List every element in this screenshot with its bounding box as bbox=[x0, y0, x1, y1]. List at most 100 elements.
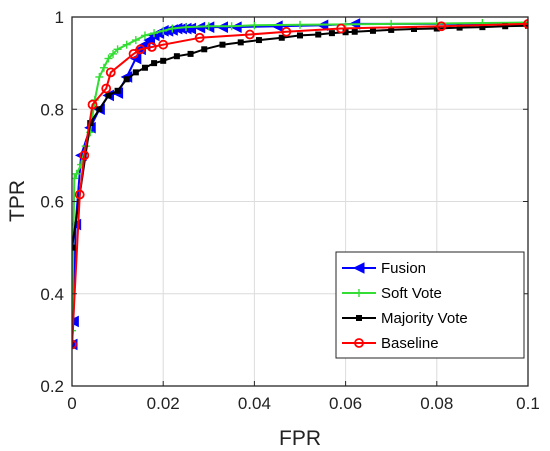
majority-vote-point bbox=[479, 24, 486, 31]
soft-vote-point bbox=[159, 26, 168, 35]
soft-vote-point bbox=[227, 22, 236, 31]
baseline-point bbox=[72, 339, 77, 350]
x-tick-label: 0.1 bbox=[516, 394, 540, 413]
y-tick-label: 0.6 bbox=[40, 193, 64, 212]
majority-vote-point bbox=[132, 69, 139, 76]
legend-label: Baseline bbox=[381, 335, 439, 352]
majority-vote-point bbox=[187, 50, 194, 57]
majority-vote-point bbox=[525, 22, 528, 29]
baseline-point bbox=[101, 83, 112, 94]
soft-vote-point bbox=[131, 36, 140, 45]
soft-vote-point bbox=[104, 54, 113, 63]
x-tick-label: 0.06 bbox=[329, 394, 362, 413]
majority-vote-point bbox=[351, 28, 358, 35]
soft-vote-point bbox=[95, 72, 104, 81]
y-tick-label: 0.8 bbox=[40, 100, 64, 119]
x-tick-label: 0.04 bbox=[238, 394, 271, 413]
majority-vote-point bbox=[369, 27, 376, 34]
baseline-point bbox=[135, 44, 146, 55]
soft-vote-point bbox=[168, 24, 177, 33]
series-baseline bbox=[72, 19, 528, 350]
majority-vote-point bbox=[173, 53, 180, 60]
y-tick-label: 0.4 bbox=[40, 285, 64, 304]
majority-vote-point bbox=[219, 41, 226, 48]
fusion-point bbox=[129, 52, 142, 65]
baseline-point bbox=[281, 26, 292, 37]
x-axis-label: FPR bbox=[279, 427, 321, 450]
soft-vote-point bbox=[99, 63, 108, 72]
soft-vote-point bbox=[296, 20, 304, 29]
baseline-point bbox=[523, 19, 528, 29]
majority-vote-point bbox=[114, 87, 121, 94]
soft-vote-point bbox=[122, 40, 131, 49]
majority-vote-point bbox=[456, 24, 463, 31]
majority-vote-point bbox=[278, 34, 285, 41]
y-tick-label: 0.2 bbox=[40, 377, 64, 396]
legend-item-baseline: Baseline bbox=[342, 335, 439, 352]
majority-vote-point bbox=[72, 244, 75, 251]
soft-vote-point bbox=[150, 29, 159, 38]
baseline-point bbox=[244, 29, 255, 40]
legend-marker bbox=[355, 289, 363, 297]
majority-vote-point bbox=[433, 25, 440, 32]
majority-vote-point bbox=[342, 29, 349, 36]
baseline-point bbox=[79, 150, 90, 161]
soft-vote-point bbox=[182, 23, 190, 32]
x-tick-label: 0.02 bbox=[147, 394, 180, 413]
legend-item-majority-vote: Majority Vote bbox=[342, 310, 468, 327]
majority-vote-point bbox=[96, 106, 103, 113]
legend-label: Soft Vote bbox=[381, 285, 442, 302]
majority-vote-point bbox=[411, 25, 417, 32]
fusion-point bbox=[230, 21, 242, 33]
majority-vote-point bbox=[141, 64, 148, 71]
soft-vote-point bbox=[524, 18, 528, 27]
soft-vote-point bbox=[140, 31, 149, 40]
majority-vote-point bbox=[502, 23, 509, 30]
soft-vote-point bbox=[109, 49, 118, 58]
legend-box bbox=[335, 251, 525, 359]
soft-vote-point bbox=[204, 22, 213, 31]
legend-marker bbox=[352, 262, 365, 274]
fusion-point bbox=[271, 20, 283, 33]
axis-ticks: 0 0.02 0.04 0.06 0.08 0.1 0.2 0.4 0.6 0.8 1 bbox=[40, 8, 539, 413]
legend-label: Majority Vote bbox=[381, 310, 468, 327]
majority-vote-point bbox=[328, 30, 335, 37]
legend-label: Fusion bbox=[381, 260, 426, 277]
x-tick-label: 0 bbox=[67, 394, 76, 413]
y-tick-label: 1 bbox=[55, 8, 64, 27]
majority-vote-point bbox=[388, 26, 395, 33]
majority-vote-point bbox=[123, 76, 130, 83]
baseline-point bbox=[87, 99, 98, 110]
legend-item-fusion: Fusion bbox=[342, 260, 426, 277]
legend-item-soft-vote: Soft Vote bbox=[342, 285, 442, 302]
baseline-point bbox=[146, 42, 157, 52]
baseline-point bbox=[436, 21, 447, 32]
majority-vote-point bbox=[201, 46, 208, 53]
soft-vote-point bbox=[72, 326, 76, 335]
legend-marker bbox=[354, 338, 364, 348]
soft-vote-point bbox=[250, 21, 259, 30]
baseline-point bbox=[74, 189, 85, 200]
legend-marker bbox=[356, 315, 362, 321]
majority-vote-point bbox=[255, 37, 262, 44]
majority-vote-point bbox=[315, 31, 322, 38]
legend: Fusion Soft Vote Majority Vote Baseline bbox=[335, 251, 525, 359]
soft-vote-point bbox=[72, 169, 81, 178]
baseline-point bbox=[158, 39, 169, 50]
baseline-point bbox=[336, 23, 346, 34]
majority-vote-point bbox=[297, 32, 303, 39]
majority-vote-point bbox=[160, 57, 167, 64]
soft-vote-point bbox=[72, 174, 79, 183]
baseline-line bbox=[72, 22, 528, 345]
soft-vote-point bbox=[113, 45, 122, 54]
x-tick-label: 0.08 bbox=[420, 394, 453, 413]
majority-vote-point bbox=[237, 39, 244, 46]
series-layer bbox=[72, 18, 528, 351]
majority-vote-point bbox=[105, 92, 112, 99]
majority-vote-point bbox=[151, 60, 158, 67]
baseline-point bbox=[105, 67, 116, 78]
series-majority-vote bbox=[72, 22, 528, 251]
baseline-point bbox=[128, 49, 139, 59]
y-axis-label: TPR bbox=[6, 180, 29, 222]
